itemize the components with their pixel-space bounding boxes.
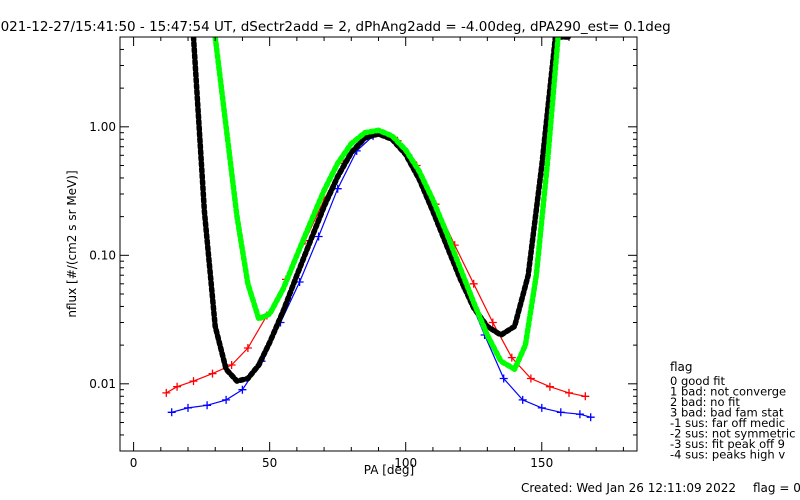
data-point-red bbox=[189, 377, 198, 386]
data-point-red bbox=[243, 344, 252, 352]
data-point-blue bbox=[499, 374, 508, 383]
data-point-blue bbox=[556, 408, 565, 417]
y-tick-label: 1.00 bbox=[89, 120, 116, 134]
x-tick-label: 100 bbox=[394, 456, 417, 470]
data-point-red bbox=[526, 374, 535, 383]
legend-item: -2 sus: not symmetric bbox=[670, 427, 795, 441]
legend-item: 3 bad: bad fam stat bbox=[670, 406, 784, 420]
y-axis-label: nflux [#/(cm2 s sr MeV)] bbox=[65, 170, 79, 317]
data-point-red bbox=[581, 392, 590, 401]
data-point-red bbox=[545, 382, 554, 391]
data-point-red bbox=[565, 388, 573, 397]
data-point-blue bbox=[518, 395, 527, 404]
data-point-red bbox=[173, 382, 182, 391]
data-point-blue bbox=[537, 403, 546, 412]
plot-area bbox=[162, 37, 595, 422]
data-point-red bbox=[227, 361, 236, 369]
x-axis-label: PA [deg] bbox=[364, 463, 414, 477]
data-point-blue bbox=[167, 408, 176, 417]
legend: flag 0 good fit 1 bad: not converge 2 ba… bbox=[670, 360, 795, 462]
data-point-red bbox=[507, 353, 516, 362]
legend-item: -4 sus: peaks high v bbox=[670, 448, 785, 462]
chart-title: 2021-12-27/15:41:50 - 15:47:54 UT, dSect… bbox=[0, 19, 671, 35]
legend-item: 0 good fit bbox=[670, 374, 726, 388]
y-tick-label: 0.01 bbox=[89, 377, 116, 391]
data-point-blue bbox=[586, 413, 595, 422]
data-point-blue bbox=[222, 395, 231, 404]
data-point-red bbox=[162, 388, 171, 397]
data-point-blue bbox=[238, 385, 247, 394]
fit-curve-green bbox=[212, 37, 561, 372]
legend-item: 1 bad: not converge bbox=[670, 385, 786, 399]
x-tick-label: 0 bbox=[130, 456, 138, 470]
data-point-blue bbox=[203, 401, 212, 410]
fit-curve-black bbox=[190, 37, 572, 384]
footer-created: Created: Wed Jan 26 12:11:09 2022 bbox=[521, 481, 736, 495]
x-tick-label: 50 bbox=[262, 456, 277, 470]
legend-item: -3 sus: fit peak off 9 bbox=[670, 437, 785, 451]
x-tick-label: 150 bbox=[530, 456, 553, 470]
data-point-red bbox=[488, 318, 497, 327]
y-tick-label: 0.10 bbox=[89, 248, 116, 262]
data-point-blue bbox=[314, 232, 323, 241]
data-point-red bbox=[469, 279, 478, 288]
legend-item: -1 sus: far off medic bbox=[670, 416, 785, 430]
legend-title: flag bbox=[670, 360, 693, 374]
data-point-blue bbox=[184, 403, 192, 412]
axis-ticks: 0 50 100 150 0.01 0.10 1.00 bbox=[89, 36, 637, 470]
legend-item: 2 bad: no fit bbox=[670, 395, 740, 409]
data-point-red bbox=[208, 369, 217, 378]
footer-flag: flag = 0 bbox=[753, 481, 800, 495]
data-point-blue bbox=[575, 410, 584, 419]
